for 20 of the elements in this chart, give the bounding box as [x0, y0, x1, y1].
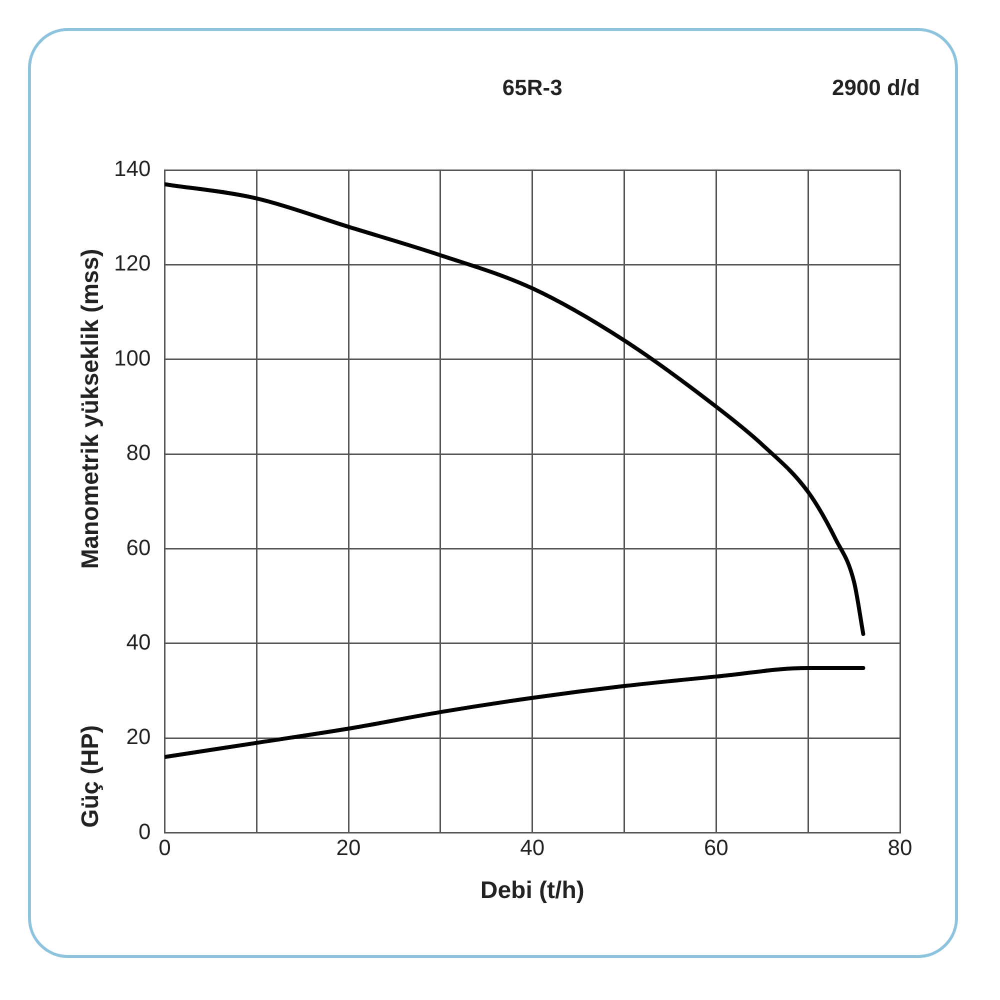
- text: Güç (HP): [77, 725, 104, 828]
- x-tick-label: 40: [520, 835, 545, 860]
- chart-title: 65R-3: [502, 75, 562, 100]
- x-tick-label: 0: [158, 835, 171, 860]
- x-axis-title: Debi (t/h): [480, 877, 584, 904]
- y-tick-label: 100: [114, 345, 151, 370]
- x-tick-label: 20: [336, 835, 361, 860]
- y-tick-label: 80: [126, 440, 151, 466]
- y-tick-label: 0: [138, 818, 151, 844]
- y-tick-label: 40: [126, 629, 151, 654]
- chart-subtitle: 2900 d/d: [832, 75, 920, 100]
- y-tick-label: 20: [126, 724, 151, 750]
- line-series: [164, 666, 866, 760]
- y-tick-label: 120: [114, 250, 151, 276]
- y-tick-label: 140: [114, 156, 151, 182]
- x-tick-label: 60: [704, 835, 728, 860]
- y-tick-label: 60: [126, 534, 151, 560]
- y-axis-title: Manometrik yükseklik (mss): [77, 248, 104, 569]
- x-tick-label: 80: [888, 835, 912, 860]
- line-series: [164, 182, 866, 636]
